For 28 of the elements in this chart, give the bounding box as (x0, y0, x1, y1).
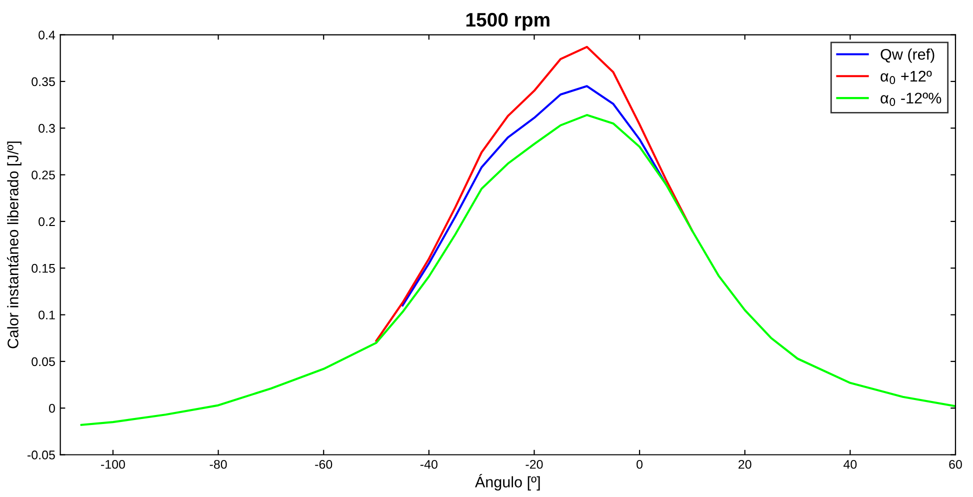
x-axis-title: Ángulo [º] (474, 474, 540, 490)
y-tick-label: 0 (49, 404, 55, 413)
x-tick-label: 0 (636, 460, 643, 469)
line-series (375, 46, 694, 342)
y-tick-label: 0.05 (32, 357, 55, 366)
y-tick-label: 0.4 (38, 30, 56, 40)
y-tick-label: 0.15 (32, 264, 55, 273)
x-tick-label: -20 (526, 460, 543, 469)
x-tick-label: 60 (949, 460, 962, 469)
legend-label: α$_{0}$ -12º% (880, 92, 942, 106)
legend-label: α$_{0}$ +12º (880, 70, 932, 84)
x-tick-label: 40 (844, 460, 857, 469)
legend-label: Qw (ref) (880, 48, 934, 63)
x-tick-label: -60 (315, 460, 332, 469)
y-axis-title: Calor instantáneo liberado [J/º] (7, 142, 22, 348)
y-tick-label: -0.05 (28, 450, 55, 460)
x-tick-label: -100 (101, 460, 126, 469)
y-tick-label: 0.1 (38, 310, 55, 320)
line-series (80, 114, 956, 426)
chart-title: 1500 rpm (466, 12, 550, 30)
y-tick-label: 0.3 (38, 124, 55, 133)
y-tick-label: 0.25 (32, 170, 55, 180)
line-series (402, 85, 667, 306)
x-tick-label: 20 (738, 460, 752, 469)
x-tick-label: -80 (210, 460, 227, 469)
y-tick-label: 0.2 (38, 217, 55, 226)
x-tick-label: -40 (420, 460, 438, 469)
y-tick-label: 0.35 (32, 77, 55, 86)
